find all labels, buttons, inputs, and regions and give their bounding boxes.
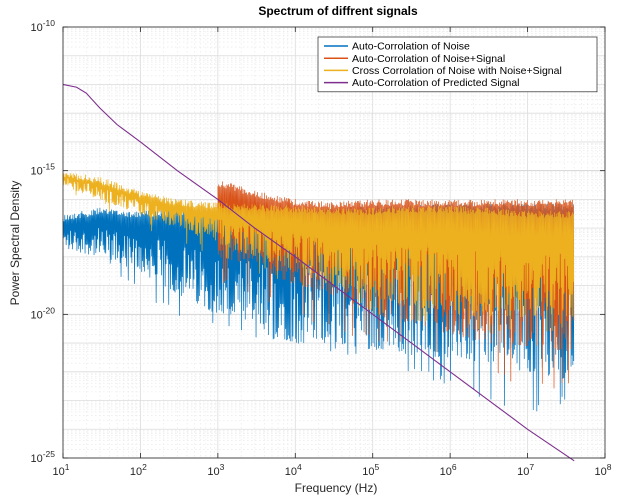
legend-item: Cross Corrolation of Noise with Noise+Si… bbox=[324, 65, 562, 77]
x-tick-labels: 101 102 103 104 105 106 107 108 bbox=[53, 462, 612, 478]
legend: Auto-Corrolation of NoiseAuto-Corrolatio… bbox=[317, 36, 598, 93]
x-tick-label: 105 bbox=[362, 462, 379, 478]
x-tick-label: 104 bbox=[285, 462, 302, 478]
y-tick-label: 10-15 bbox=[30, 162, 55, 178]
x-axis-label: Frequency (Hz) bbox=[295, 481, 378, 495]
axis-ticks bbox=[62, 26, 606, 459]
legend-box bbox=[317, 36, 598, 93]
series-cross-corrolation-of-noise-with-noise-signal bbox=[62, 172, 575, 334]
x-tick-label: 101 bbox=[53, 462, 70, 478]
legend-label: Cross Corrolation of Noise with Noise+Si… bbox=[352, 65, 562, 77]
legend-label: Auto-Corrolation of Predicted Signal bbox=[352, 77, 520, 89]
x-tick-label: 108 bbox=[595, 462, 612, 478]
series-line bbox=[62, 83, 575, 462]
legend-item: Auto-Corrolation of Noise+Signal bbox=[324, 53, 505, 65]
y-tick-labels: 10-25 10-20 10-15 10-10 bbox=[30, 18, 55, 465]
legend-item: Auto-Corrolation of Noise bbox=[324, 41, 470, 53]
chart-title: Spectrum of diffrent signals bbox=[258, 4, 418, 18]
x-tick-label: 103 bbox=[207, 462, 224, 478]
series-line bbox=[62, 172, 575, 334]
plot-frame bbox=[62, 26, 606, 459]
y-tick-label: 10-20 bbox=[30, 305, 55, 321]
legend-item: Auto-Corrolation of Predicted Signal bbox=[324, 77, 520, 89]
y-tick-label: 10-25 bbox=[30, 449, 55, 465]
legend-label: Auto-Corrolation of Noise+Signal bbox=[352, 53, 505, 65]
x-tick-label: 106 bbox=[440, 462, 457, 478]
series-layer bbox=[62, 83, 575, 462]
x-tick-label: 102 bbox=[130, 462, 147, 478]
series-auto-corrolation-of-predicted-signal bbox=[62, 83, 575, 462]
legend-label: Auto-Corrolation of Noise bbox=[352, 41, 470, 53]
x-tick-label: 107 bbox=[517, 462, 534, 478]
y-tick-label: 10-10 bbox=[30, 18, 55, 34]
y-axis-label: Power Spectral Density bbox=[8, 181, 22, 306]
